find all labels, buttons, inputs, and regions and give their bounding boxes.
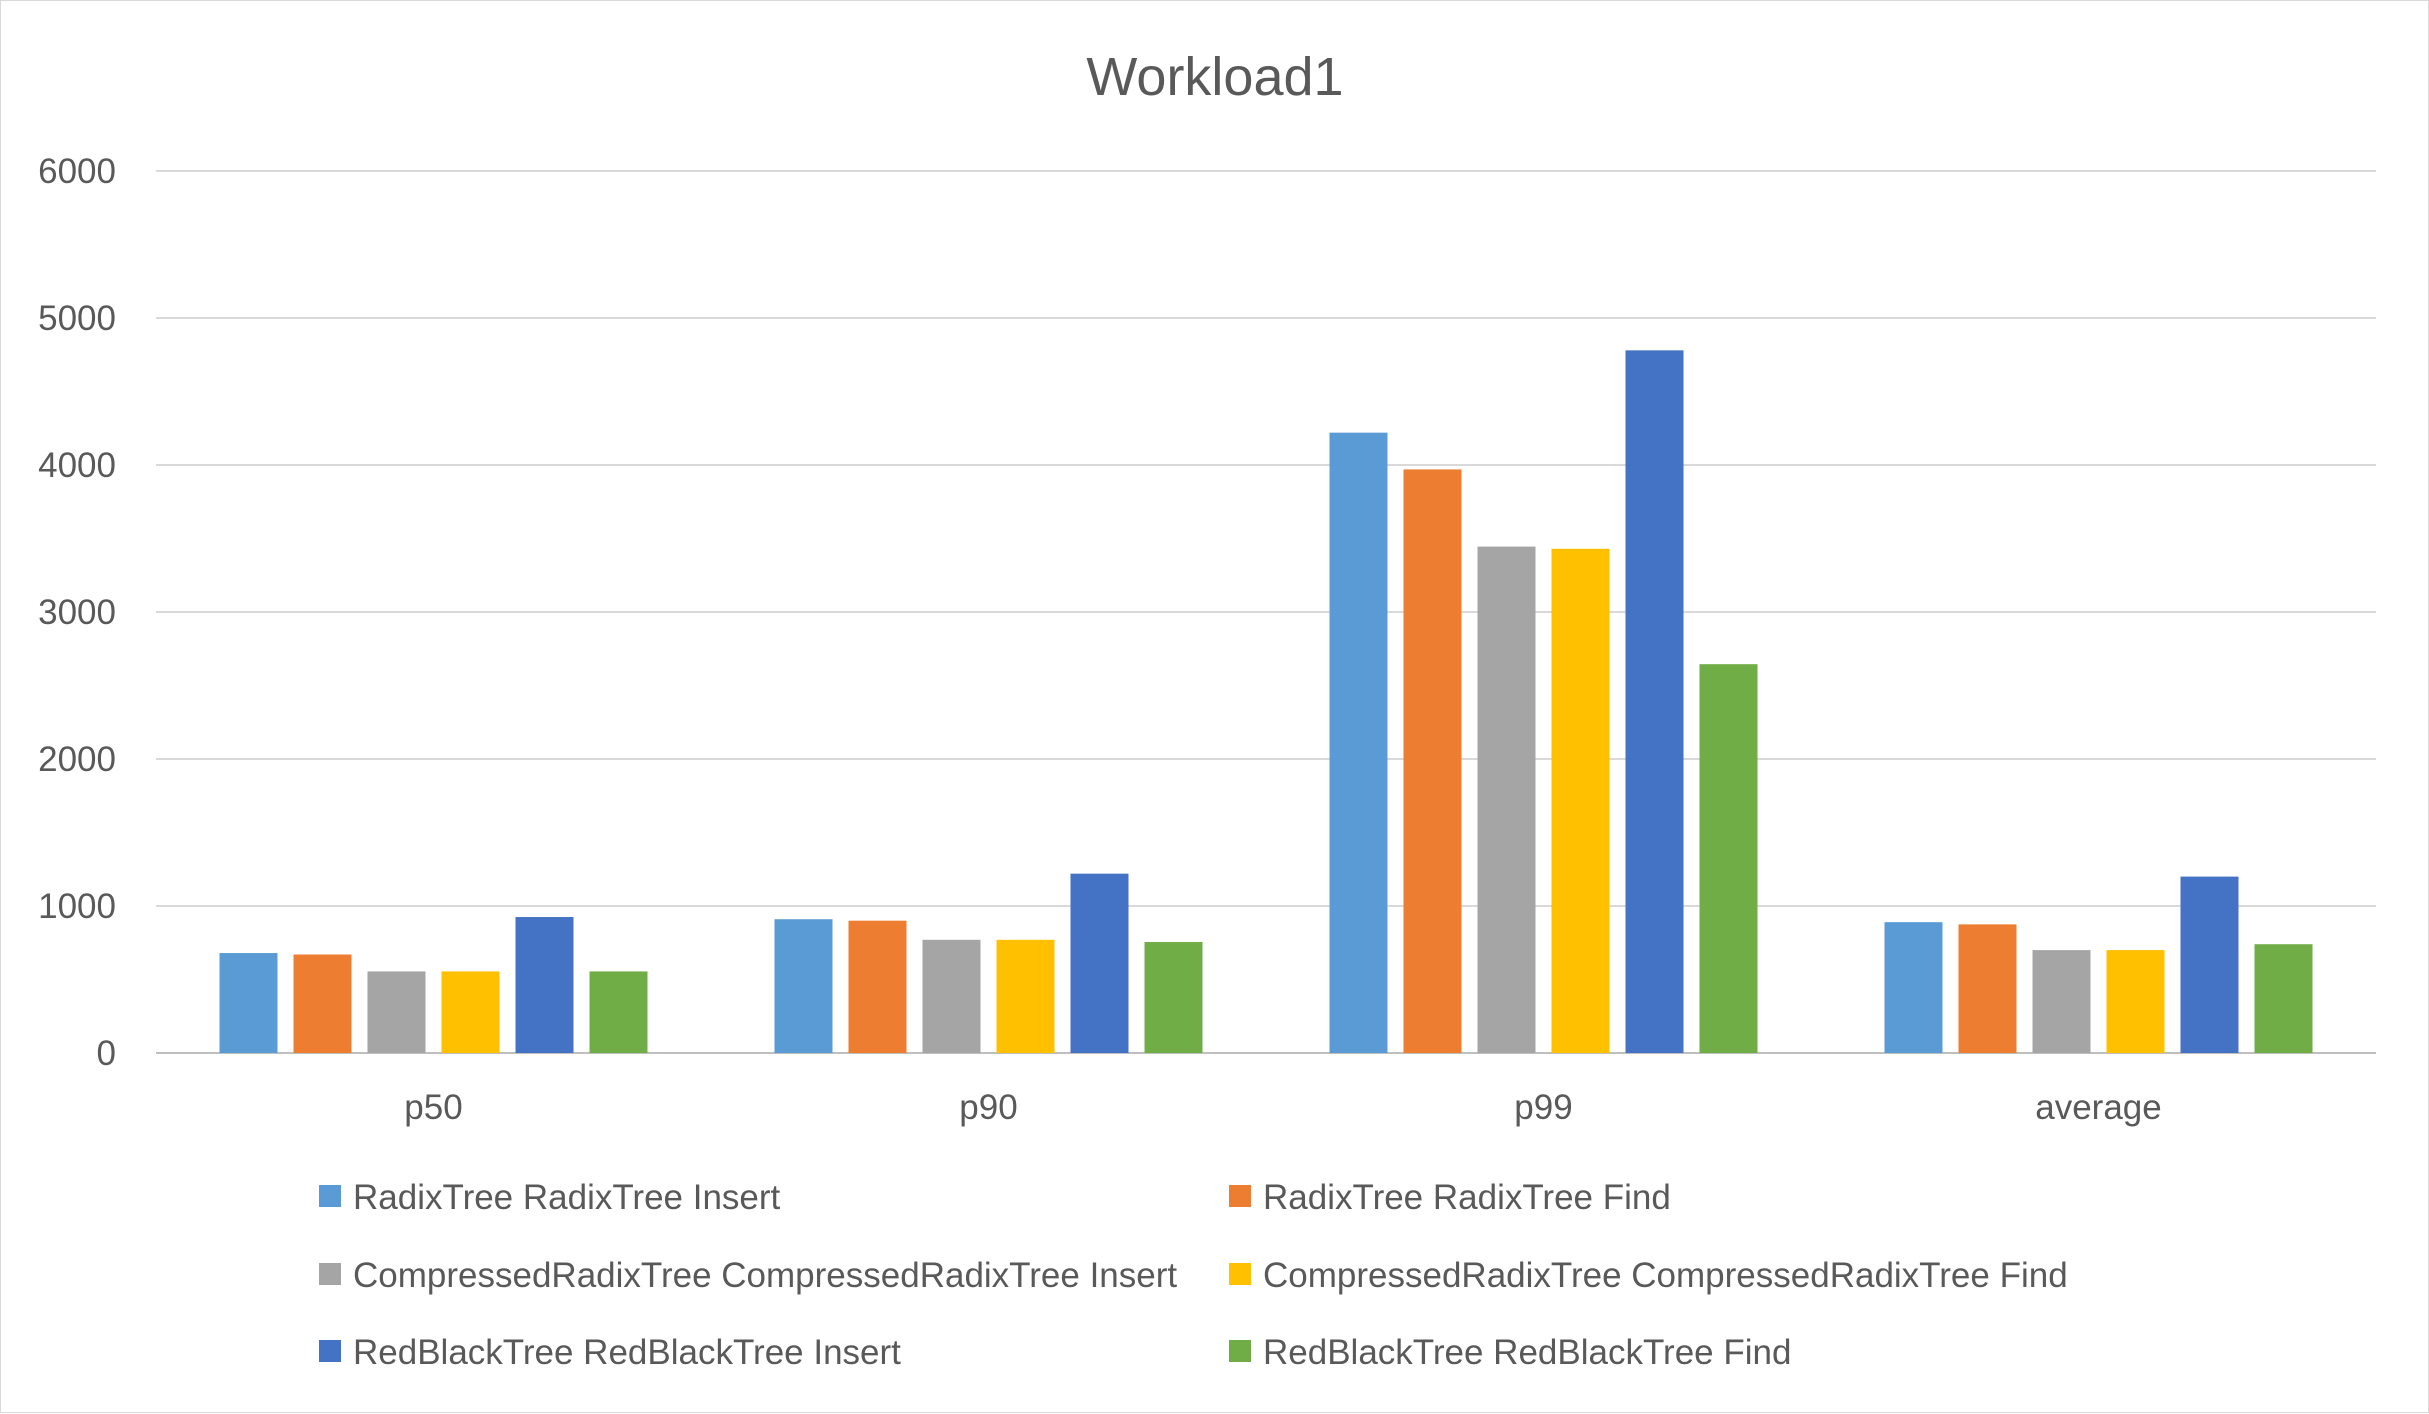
bar bbox=[219, 953, 278, 1053]
legend-swatch bbox=[1229, 1263, 1251, 1285]
bar bbox=[1551, 548, 1610, 1053]
legend-swatch bbox=[319, 1263, 341, 1285]
legend-entry: RadixTree RadixTree Insert bbox=[353, 1178, 781, 1217]
legend-entry: CompressedRadixTree CompressedRadixTree … bbox=[353, 1256, 1177, 1295]
bar bbox=[1070, 873, 1129, 1053]
x-category-label: p90 bbox=[959, 1088, 1017, 1127]
bar bbox=[1329, 432, 1388, 1053]
legend-entry: RedBlackTree RedBlackTree Insert bbox=[353, 1333, 901, 1372]
legend: RadixTree RadixTree Insert RadixTree Radi… bbox=[319, 1178, 2068, 1372]
bar bbox=[293, 954, 352, 1053]
bar bbox=[774, 919, 833, 1053]
bar bbox=[1477, 546, 1536, 1053]
bar bbox=[1958, 924, 2017, 1053]
bar bbox=[515, 917, 574, 1053]
x-axis: p50 p90 p99 average bbox=[404, 1088, 2161, 1127]
y-tick-label: 2000 bbox=[38, 740, 116, 779]
legend-entry: RadixTree RadixTree Find bbox=[1263, 1178, 1671, 1217]
bar bbox=[367, 971, 426, 1053]
bar bbox=[848, 920, 907, 1053]
legend-swatch bbox=[1229, 1340, 1251, 1362]
bar bbox=[2032, 950, 2091, 1053]
legend-entry: RedBlackTree RedBlackTree Find bbox=[1263, 1333, 1791, 1372]
bar bbox=[2106, 950, 2165, 1053]
bar bbox=[589, 971, 648, 1053]
chart-title: Workload1 bbox=[1086, 47, 1343, 107]
y-tick-label: 5000 bbox=[38, 299, 116, 338]
legend-swatch bbox=[319, 1185, 341, 1207]
bars bbox=[219, 350, 2313, 1054]
y-tick-label: 6000 bbox=[38, 152, 116, 191]
legend-entry: CompressedRadixTree CompressedRadixTree … bbox=[1263, 1256, 2068, 1295]
x-category-label: average bbox=[2035, 1088, 2161, 1127]
bar bbox=[1699, 664, 1758, 1053]
y-tick-label: 1000 bbox=[38, 887, 116, 926]
legend-swatch bbox=[319, 1340, 341, 1362]
bar bbox=[441, 971, 500, 1053]
legend-swatch bbox=[1229, 1185, 1251, 1207]
bar bbox=[2180, 876, 2239, 1053]
bar bbox=[1625, 350, 1684, 1054]
gridlines bbox=[156, 170, 2376, 1054]
y-axis-ticks: 0 1000 2000 3000 4000 5000 6000 bbox=[38, 152, 116, 1073]
y-tick-label: 4000 bbox=[38, 446, 116, 485]
bar bbox=[2254, 944, 2313, 1053]
bar bbox=[922, 939, 981, 1053]
bar bbox=[1144, 942, 1203, 1053]
bar bbox=[1403, 469, 1462, 1053]
y-tick-label: 3000 bbox=[38, 593, 116, 632]
bar bbox=[996, 939, 1055, 1053]
bar bbox=[1884, 922, 1943, 1053]
y-tick-label: 0 bbox=[97, 1034, 116, 1073]
x-category-label: p50 bbox=[404, 1088, 462, 1127]
x-category-label: p99 bbox=[1514, 1088, 1572, 1127]
